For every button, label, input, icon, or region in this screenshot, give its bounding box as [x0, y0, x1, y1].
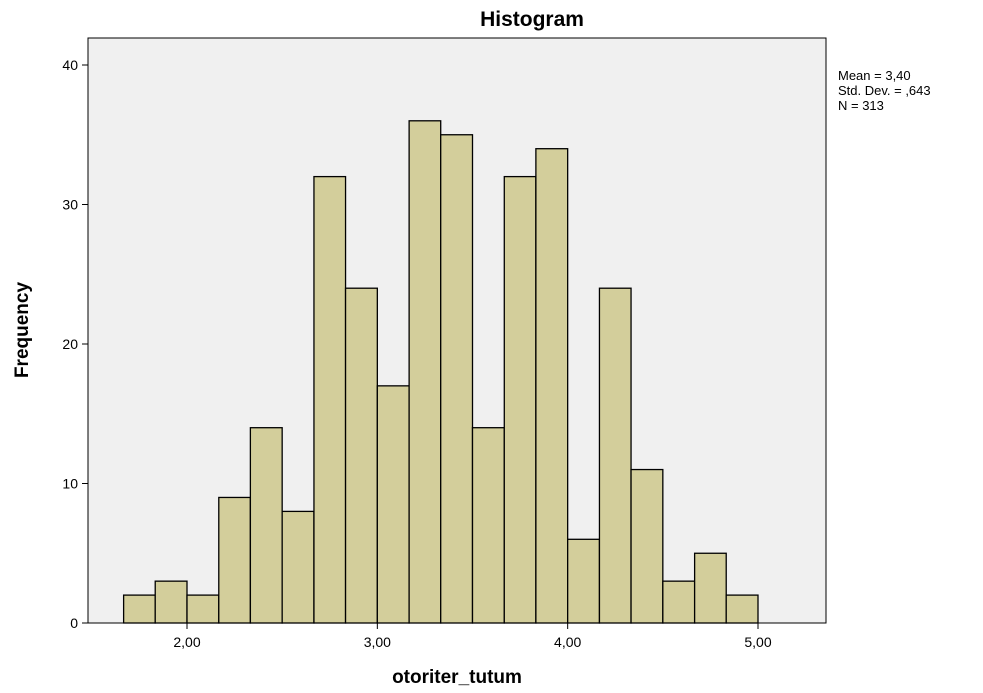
y-tick-label: 40	[62, 57, 78, 73]
y-axis: 0 10 20 30 40	[62, 57, 88, 631]
histogram-bar-15	[567, 538, 601, 624]
chart-title: Histogram	[480, 8, 584, 31]
histogram-bar-17	[630, 468, 664, 624]
histogram-bar-8	[344, 287, 378, 624]
x-tick-label: 2,00	[173, 634, 200, 650]
histogram-bar-18	[662, 580, 696, 624]
bars-group	[122, 120, 759, 624]
histogram-bar-6	[281, 510, 315, 624]
histogram-bar-14	[535, 148, 569, 624]
stats-mean: Mean = 3,40	[838, 68, 911, 83]
histogram-bar-5	[249, 427, 283, 624]
stats-std-dev: Std. Dev. = ,643	[838, 83, 931, 98]
y-tick-label: 20	[62, 336, 78, 352]
histogram-bar-20	[725, 594, 759, 624]
stats-n: N = 313	[838, 98, 884, 113]
y-tick-label: 30	[62, 197, 78, 213]
histogram-bar-12	[471, 427, 505, 624]
histogram-bar-7	[313, 175, 347, 624]
x-axis: 2,00 3,00 4,00 5,00	[173, 623, 772, 650]
statistics-legend: Mean = 3,40 Std. Dev. = ,643 N = 313	[838, 68, 931, 113]
x-tick-label: 5,00	[744, 634, 771, 650]
x-axis-title: otoriter_tutum	[392, 667, 522, 688]
histogram-bar-2	[154, 580, 188, 624]
y-tick-label: 10	[62, 476, 78, 492]
histogram-bar-4	[218, 496, 252, 624]
histogram-bar-1	[122, 594, 156, 624]
histogram-bar-19	[693, 552, 727, 624]
histogram-bar-3	[186, 594, 220, 624]
y-axis-title: Frequency	[12, 282, 33, 379]
x-tick-label: 4,00	[554, 634, 581, 650]
histogram-bar-11	[440, 134, 474, 624]
histogram-bar-9	[376, 385, 410, 624]
histogram-bar-16	[598, 287, 632, 624]
x-tick-label: 3,00	[364, 634, 391, 650]
histogram-bar-10	[408, 120, 442, 624]
histogram-bar-13	[503, 175, 537, 624]
y-tick-label: 0	[70, 615, 78, 631]
